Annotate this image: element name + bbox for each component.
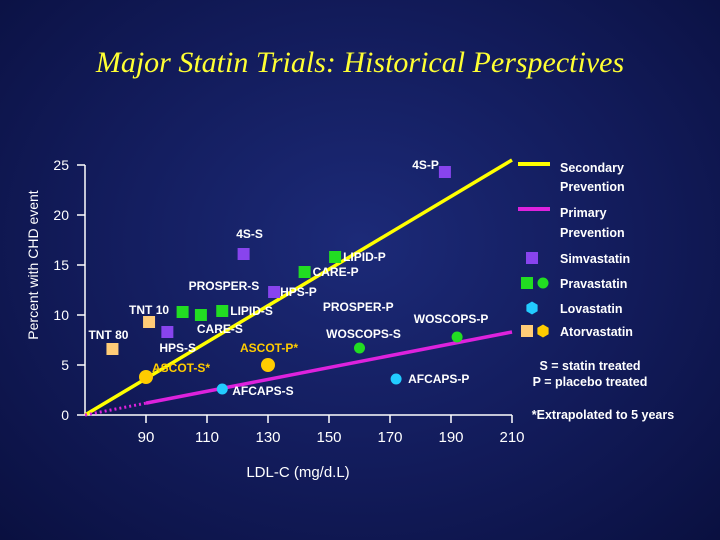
data-point-ascot-s- xyxy=(139,370,153,384)
point-label: 4S-P xyxy=(412,158,439,172)
point-label: HPS-S xyxy=(159,341,196,355)
x-tick-label: 150 xyxy=(316,429,341,446)
point-label: LIPID-P xyxy=(343,250,386,264)
data-point-tnt-10 xyxy=(143,316,156,328)
point-label: ASCOT-P* xyxy=(240,341,298,355)
legend-drug-label: Lovastatin xyxy=(560,302,623,316)
note-placebo: P = placebo treated xyxy=(533,375,648,389)
point-label: CARE-P xyxy=(313,265,359,279)
legend-drug-label: Simvastatin xyxy=(560,252,630,266)
x-tick-label: 170 xyxy=(377,429,402,446)
x-tick-label: 190 xyxy=(438,429,463,446)
point-label: ASCOT-S* xyxy=(152,361,210,375)
note-extrapolated: *Extrapolated to 5 years xyxy=(532,408,674,422)
point-label: 4S-S xyxy=(236,227,263,241)
axes: Percent with CHD event LDL-C (mg/d.L) xyxy=(25,165,512,481)
point-label: WOSCOPS-P xyxy=(414,312,489,326)
point-label: TNT 10 xyxy=(129,303,169,317)
legend-line-label: Primary xyxy=(560,206,607,220)
primary-prevention-line xyxy=(145,330,513,405)
data-point-lipid-s xyxy=(216,305,229,317)
data-point-4s-p xyxy=(438,166,451,178)
x-tick-label: 210 xyxy=(499,429,524,446)
y-tick-label: 20 xyxy=(53,207,69,223)
legend-marker-simvastatin xyxy=(526,252,538,264)
legend-marker-atorvastatin xyxy=(537,324,549,338)
legend: Secondary Prevention Primary Prevention Simv… xyxy=(518,161,633,339)
data-point-prosper-s xyxy=(176,306,189,318)
legend-marker-pravastatin xyxy=(537,277,549,289)
trend-lines xyxy=(84,158,513,417)
x-tick-label: 130 xyxy=(255,429,280,446)
point-label: PROSPER-P xyxy=(323,300,394,314)
notes: S = statin treated P = placebo treated *… xyxy=(532,359,674,422)
point-label: PROSPER-S xyxy=(189,279,260,293)
data-point-hps-s xyxy=(161,326,174,338)
y-tick-label: 0 xyxy=(61,407,69,423)
data-point-ascot-p- xyxy=(261,358,275,372)
point-label: TNT 80 xyxy=(88,328,128,342)
y-tick-label: 10 xyxy=(53,307,69,323)
y-axis-label: Percent with CHD event xyxy=(25,190,41,340)
chart-title: Major Statin Trials: Historical Perspect… xyxy=(95,46,625,79)
legend-line-label: Prevention xyxy=(560,226,625,240)
y-tick-label: 5 xyxy=(61,357,69,373)
y-ticks: 0 5 10 15 20 25 xyxy=(53,157,85,423)
secondary-prevention-line xyxy=(84,158,513,417)
data-point-tnt-80 xyxy=(106,343,119,355)
point-label: WOSCOPS-S xyxy=(326,327,401,341)
x-ticks: 90 110 130 150 170 190 210 xyxy=(138,415,525,446)
point-label: AFCAPS-S xyxy=(232,384,293,398)
legend-line-label: Secondary xyxy=(560,161,624,175)
data-point-care-p xyxy=(298,266,311,278)
x-axis-label: LDL-C (mg/d.L) xyxy=(246,464,349,481)
data-point-lipid-p xyxy=(329,251,342,263)
legend-marker-lovastatin xyxy=(526,301,538,315)
data-point-afcaps-p xyxy=(390,373,402,385)
y-tick-label: 25 xyxy=(53,157,69,173)
x-tick-label: 110 xyxy=(195,429,219,446)
point-label: HPS-P xyxy=(280,285,317,299)
legend-line-label: Prevention xyxy=(560,180,625,194)
data-point-care-s xyxy=(194,309,207,321)
point-label: AFCAPS-P xyxy=(408,372,469,386)
y-tick-label: 15 xyxy=(53,257,69,273)
primary-prevention-line-dotted xyxy=(84,401,147,417)
note-statin: S = statin treated xyxy=(539,359,640,373)
data-point-woscops-p xyxy=(451,331,463,343)
data-point-4s-s xyxy=(237,248,250,260)
x-tick-label: 90 xyxy=(138,429,155,446)
point-label: LIPID-S xyxy=(230,304,273,318)
data-point-woscops-s xyxy=(354,342,365,354)
data-point-hps-p xyxy=(268,286,281,298)
point-label: CARE-S xyxy=(197,322,243,336)
legend-marker-atorvastatin xyxy=(521,325,533,337)
data-point-afcaps-s xyxy=(216,383,228,395)
legend-drug-label: Pravastatin xyxy=(560,277,627,291)
legend-marker-pravastatin xyxy=(521,277,533,289)
legend-drug-label: Atorvastatin xyxy=(560,325,633,339)
